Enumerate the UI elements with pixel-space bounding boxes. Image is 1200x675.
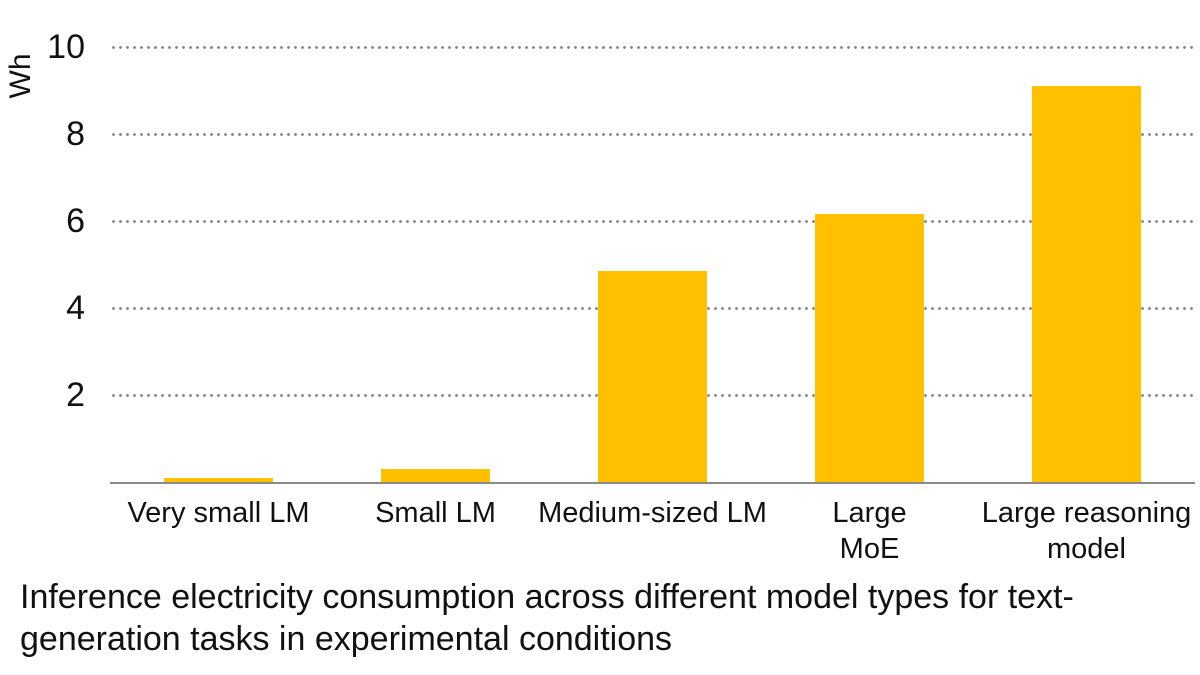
gridline xyxy=(110,133,1195,136)
caption-line-1: Inference electricity consumption across… xyxy=(20,578,1074,616)
gridline xyxy=(110,220,1195,223)
bar-large-reasoning-model xyxy=(1032,86,1141,482)
y-tick-label: 10 xyxy=(47,28,85,66)
x-axis-label: Medium-sized LM xyxy=(538,497,767,529)
y-tick-label: 4 xyxy=(66,289,85,327)
x-axis-label: Large MoE xyxy=(832,497,907,565)
bar-medium-sized-lm xyxy=(598,271,707,482)
chart-area: Wh 2 4 6 8 10 Very small LM Small LM Medium-siz… xyxy=(4,28,1195,565)
gridline xyxy=(110,46,1195,49)
bar-very-small-lm xyxy=(164,477,273,482)
y-tick-label: 6 xyxy=(66,202,85,240)
chart-caption: Inference electricity consumption across… xyxy=(20,576,1170,660)
x-axis-line xyxy=(110,482,1195,484)
caption-line-2: generation tasks in experimental conditi… xyxy=(20,620,673,658)
x-axis-label: Very small LM xyxy=(127,497,310,529)
x-axis-label: Large reasoning model xyxy=(981,497,1192,565)
y-tick-label: 2 xyxy=(66,376,85,414)
bar-small-lm xyxy=(381,468,490,482)
y-tick-label: 8 xyxy=(66,115,85,153)
x-axis-label: Small LM xyxy=(375,497,496,529)
bar-large-moe xyxy=(815,214,924,482)
